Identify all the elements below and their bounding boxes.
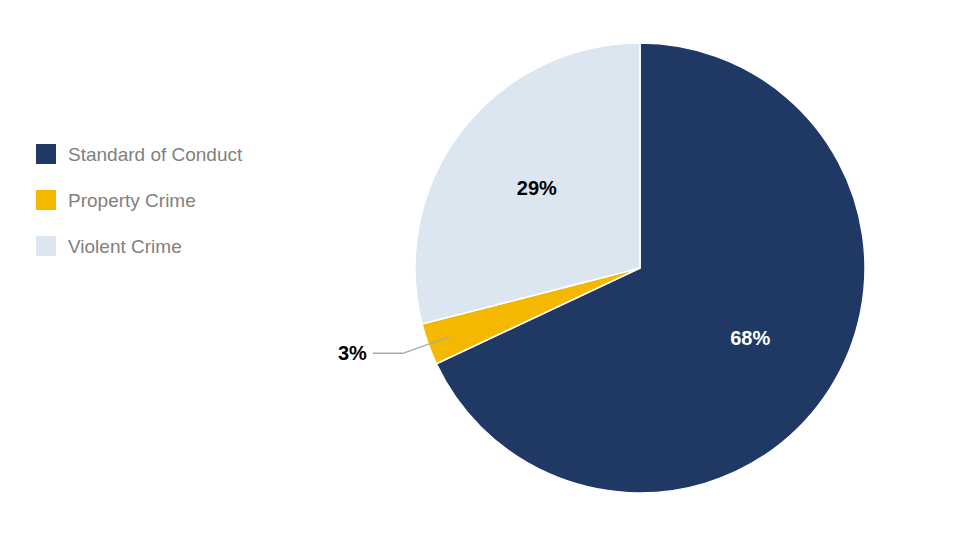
legend-swatch	[36, 236, 56, 256]
data-label: 3%	[338, 342, 367, 364]
chart: 68% 3% 29% Standard of Conduct Property Crim…	[0, 0, 967, 536]
pie-slice	[415, 43, 640, 324]
data-label: 29%	[517, 177, 557, 199]
legend-swatch	[36, 144, 56, 164]
slices	[415, 43, 865, 493]
chart-container: 68% 3% 29% Standard of Conduct Property Crim…	[0, 0, 967, 536]
legend-label: Violent Crime	[68, 236, 182, 257]
legend-label: Property Crime	[68, 190, 196, 211]
legend-swatch	[36, 190, 56, 210]
legend: Standard of Conduct Property Crime Violent…	[36, 144, 243, 257]
legend-label: Standard of Conduct	[68, 144, 243, 165]
data-labels: 68% 3% 29%	[338, 177, 770, 364]
leader-line	[373, 337, 450, 354]
data-label: 68%	[730, 327, 770, 349]
